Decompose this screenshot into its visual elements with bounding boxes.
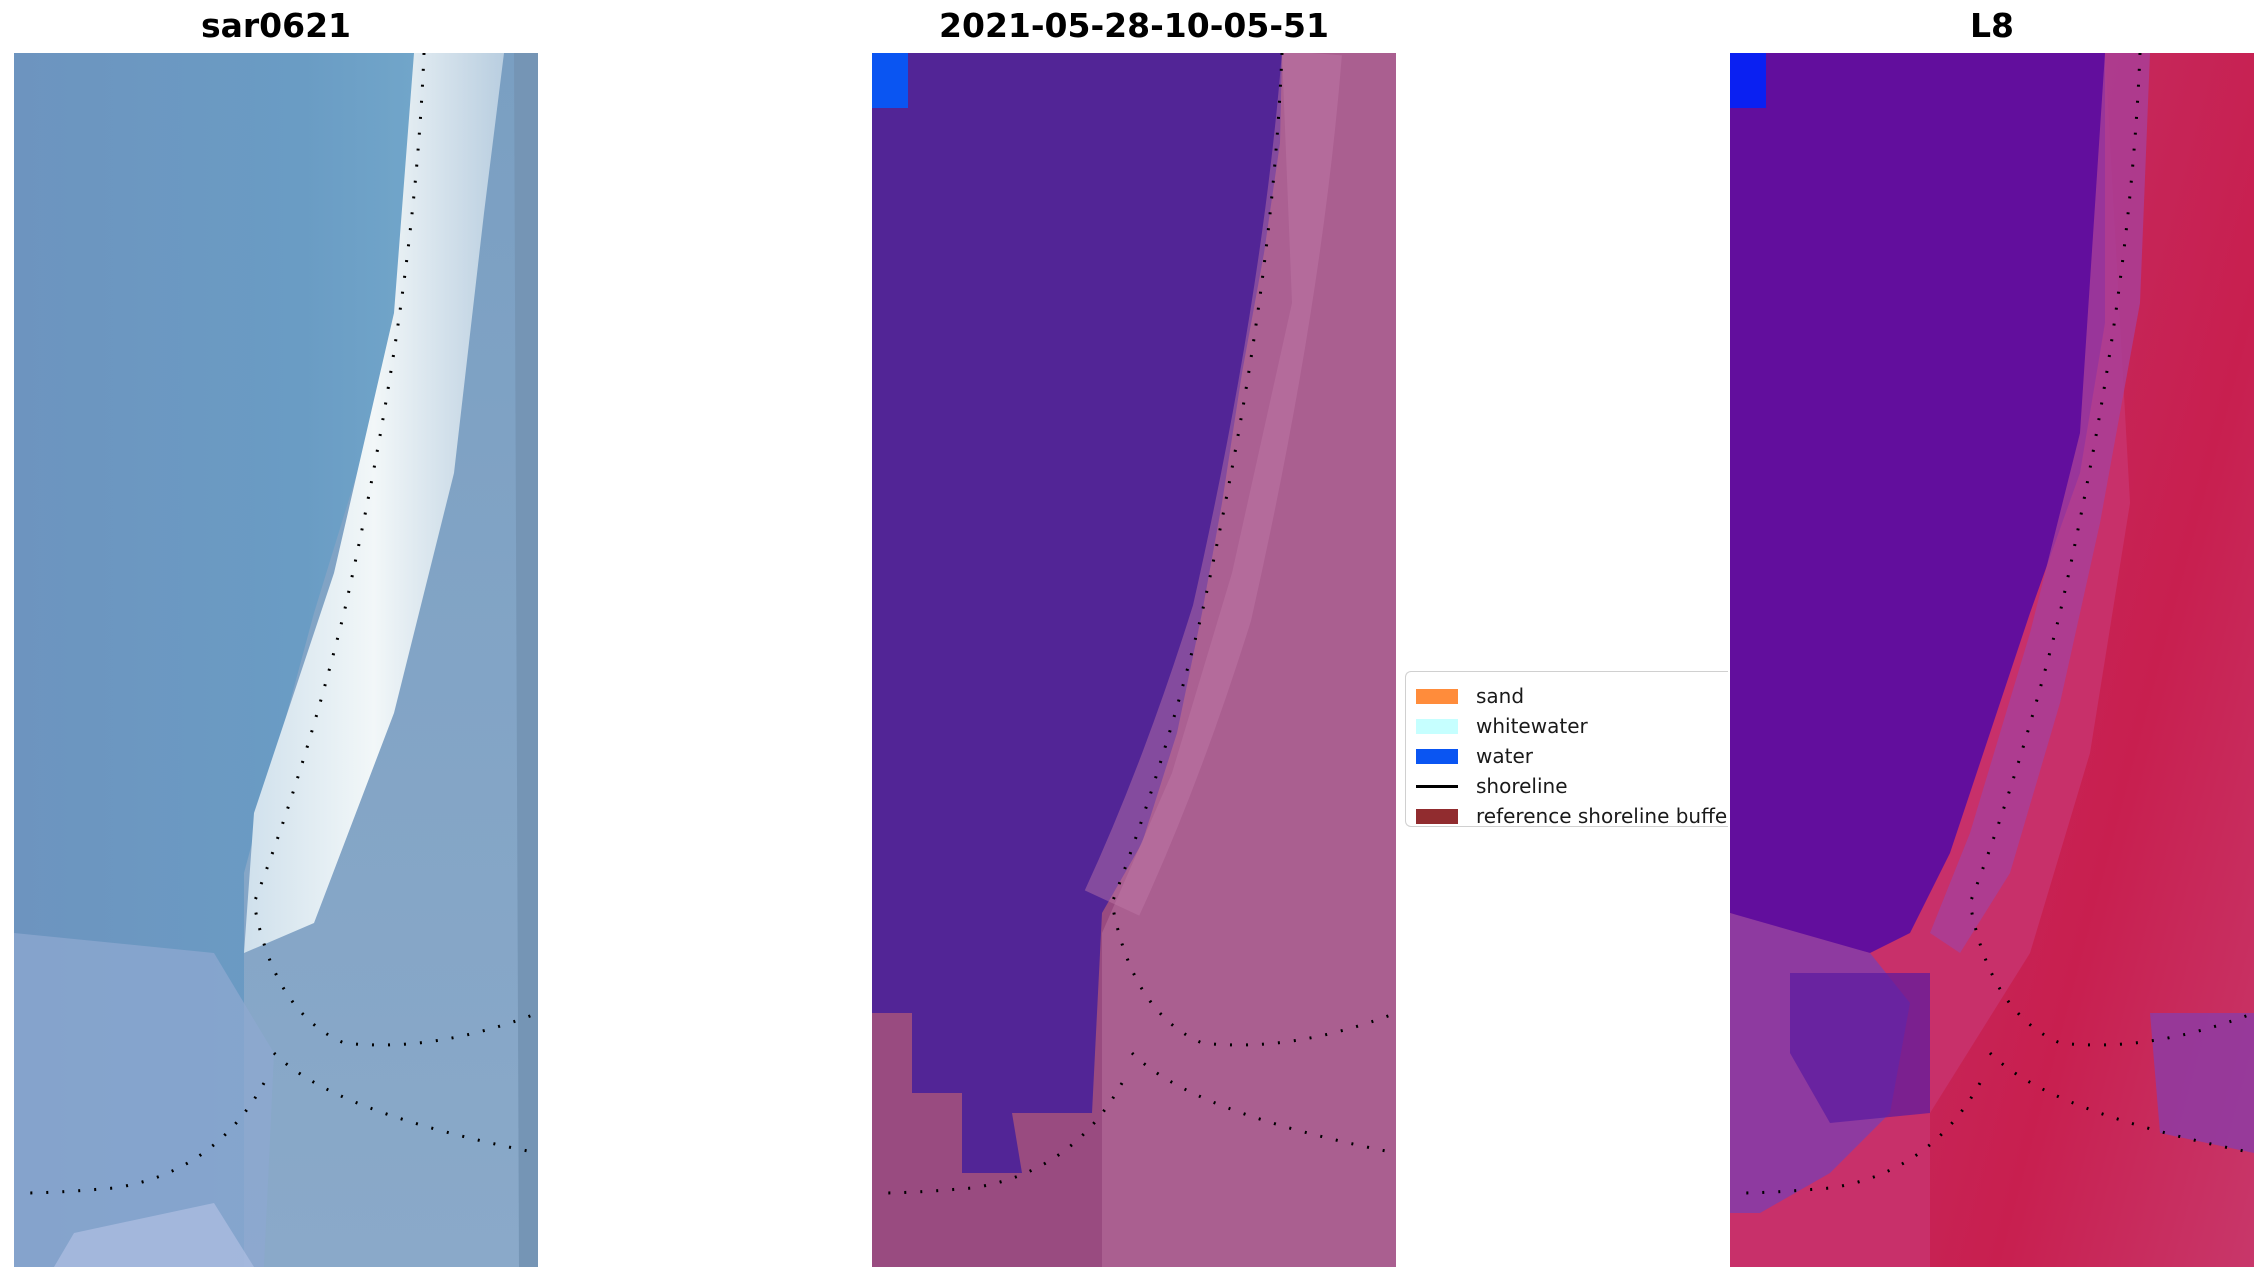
l8-panel xyxy=(1730,53,2254,1267)
legend-swatch-shoreline xyxy=(1416,784,1458,788)
sar-image xyxy=(14,53,538,1267)
legend: sand whitewater water shoreline referenc… xyxy=(1405,671,1728,827)
legend-item-reference-buffer: reference shoreline buffer xyxy=(1416,802,1728,826)
classification-image xyxy=(872,53,1396,1267)
legend-item-whitewater: whitewater xyxy=(1416,712,1588,740)
sar-image-panel xyxy=(14,53,538,1267)
l8-image xyxy=(1730,53,2254,1267)
lower-left-area xyxy=(14,933,274,1267)
water-pixel xyxy=(1730,53,1766,108)
legend-item-sand: sand xyxy=(1416,682,1524,710)
legend-item-water: water xyxy=(1416,742,1533,770)
panel-title-classification: 2021-05-28-10-05-51 xyxy=(939,6,1329,45)
legend-swatch-whitewater xyxy=(1416,718,1458,734)
water-pixel xyxy=(872,53,908,108)
legend-swatch-reference-buffer xyxy=(1416,808,1458,824)
legend-swatch-water xyxy=(1416,748,1458,764)
legend-swatch-sand xyxy=(1416,688,1458,704)
panel-title-sar0621: sar0621 xyxy=(200,6,352,45)
water-class xyxy=(872,53,1282,1173)
panel-title-l8: L8 xyxy=(1970,6,2014,45)
surf-zone xyxy=(244,53,504,953)
legend-item-shoreline: shoreline xyxy=(1416,772,1568,800)
classification-panel xyxy=(872,53,1396,1267)
water-area xyxy=(1730,53,2105,953)
land-area xyxy=(1930,53,2254,1267)
